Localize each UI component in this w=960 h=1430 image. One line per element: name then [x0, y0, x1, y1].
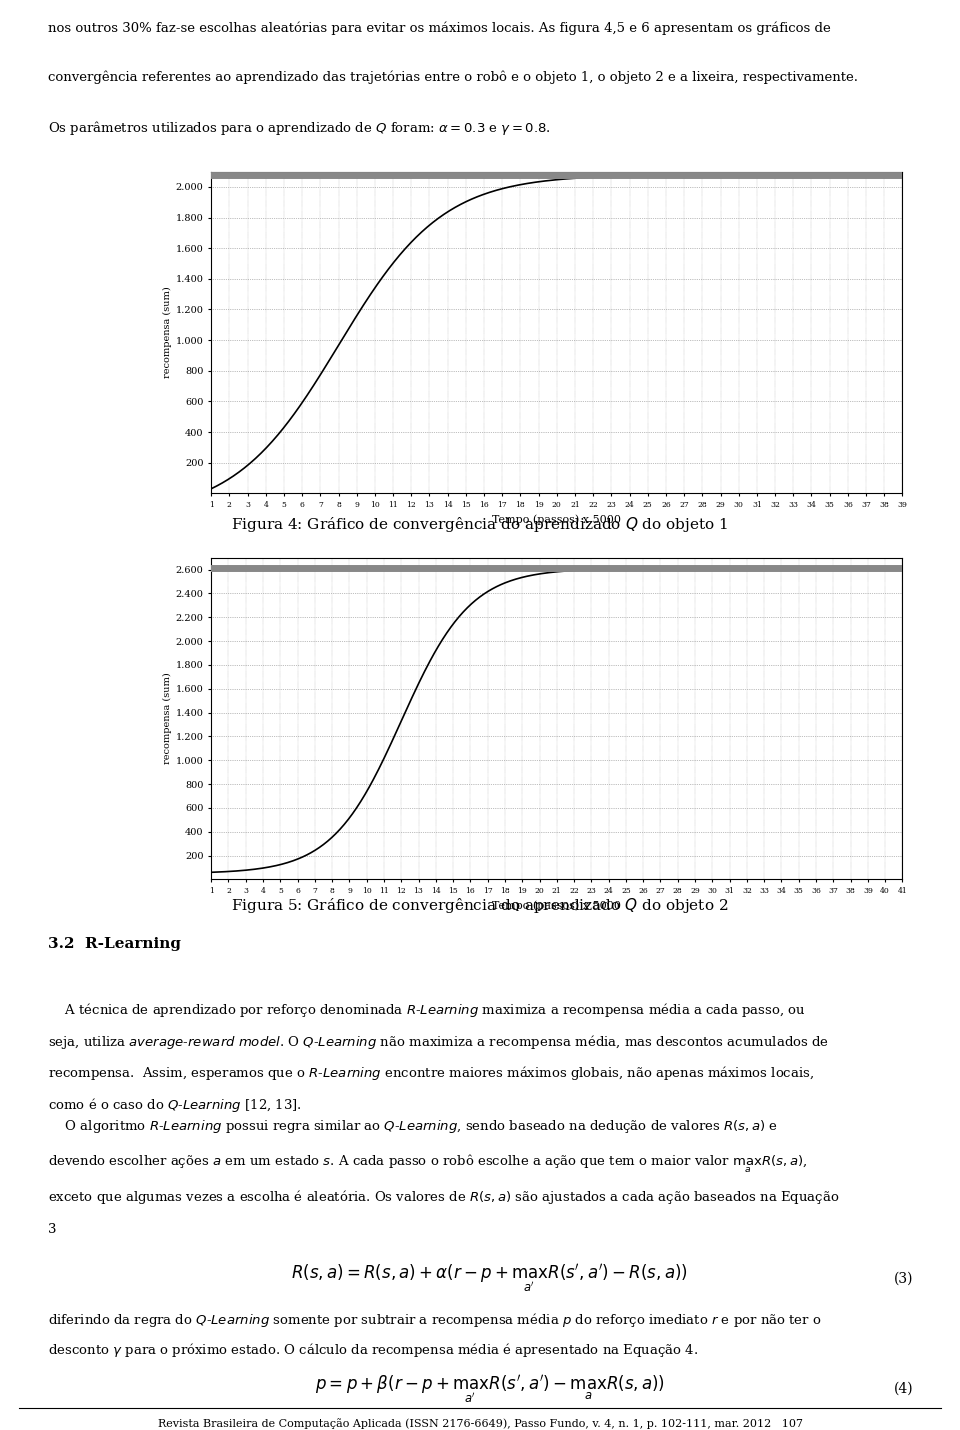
Text: exceto que algumas vezes a escolha é aleatória. Os valores de $R(s, a)$ são ajus: exceto que algumas vezes a escolha é ale…	[48, 1188, 839, 1205]
Text: Os parâmetros utilizados para o aprendizado de $Q$ foram: $\alpha = 0.3$ e $\gam: Os parâmetros utilizados para o aprendiz…	[48, 119, 550, 137]
Text: A técnica de aprendizado por reforço denominada $\it{R}$-$\it{Learning}$ maximiz: A técnica de aprendizado por reforço den…	[48, 1001, 805, 1020]
Text: 3.2  R-Learning: 3.2 R-Learning	[48, 937, 181, 951]
Text: O algoritmo $\it{R}$-$\it{Learning}$ possui regra similar ao $\it{Q}$-$\it{Learn: O algoritmo $\it{R}$-$\it{Learning}$ pos…	[48, 1118, 778, 1135]
Text: (3): (3)	[894, 1271, 914, 1286]
Text: seja, utiliza $\it{average}$-$\it{reward}$ $\it{model}$. O $\it{Q}$-$\it{Learnin: seja, utiliza $\it{average}$-$\it{reward…	[48, 1032, 829, 1051]
Text: diferindo da regra do $\it{Q}$-$\it{Learning}$ somente por subtrair a recompensa: diferindo da regra do $\it{Q}$-$\it{Lear…	[48, 1311, 822, 1330]
Text: convergência referentes ao aprendizado das trajetórias entre o robô e o objeto 1: convergência referentes ao aprendizado d…	[48, 70, 858, 83]
Text: (4): (4)	[894, 1381, 914, 1396]
Text: nos outros 30% faz-se escolhas aleatórias para evitar os máximos locais. As figu: nos outros 30% faz-se escolhas aleatória…	[48, 21, 830, 34]
Text: 3: 3	[48, 1223, 57, 1236]
Text: como é o caso do $\it{Q}$-$\it{Learning}$ [12, 13].: como é o caso do $\it{Q}$-$\it{Learning}…	[48, 1095, 302, 1114]
Text: $R(s, a) = R(s, a) + \alpha(r - p + \max_{a'} R(s', a') - R(s, a))$: $R(s, a) = R(s, a) + \alpha(r - p + \max…	[291, 1263, 688, 1294]
X-axis label: Tempo (passos) x 5000: Tempo (passos) x 5000	[492, 901, 621, 911]
Text: Figura 4: Gráfico de convergência do aprendizado $Q$ do objeto 1: Figura 4: Gráfico de convergência do apr…	[231, 515, 729, 533]
X-axis label: Tempo (passos) x 5000: Tempo (passos) x 5000	[492, 515, 621, 525]
Text: devendo escolher ações $a$ em um estado $s$. A cada passo o robô escolhe a ação : devendo escolher ações $a$ em um estado …	[48, 1153, 807, 1175]
Y-axis label: recompensa (sum): recompensa (sum)	[162, 672, 172, 765]
Text: $p = p + \beta(r - p + \max_{a'} R(s', a') - \max_a R(s, a))$: $p = p + \beta(r - p + \max_{a'} R(s', a…	[315, 1373, 664, 1404]
Y-axis label: recompensa (sum): recompensa (sum)	[162, 286, 172, 379]
Text: Revista Brasileira de Computação Aplicada (ISSN 2176-6649), Passo Fundo, v. 4, n: Revista Brasileira de Computação Aplicad…	[157, 1419, 803, 1429]
Text: recompensa.  Assim, esperamos que o $\it{R}$-$\it{Learning}$ encontre maiores má: recompensa. Assim, esperamos que o $\it{…	[48, 1064, 814, 1083]
Text: desconto $\gamma$ para o próximo estado. O cálculo da recompensa média é apresen: desconto $\gamma$ para o próximo estado.…	[48, 1341, 698, 1358]
Text: Figura 5: Gráfico de convergência do aprendizado $Q$ do objeto 2: Figura 5: Gráfico de convergência do apr…	[231, 897, 729, 915]
